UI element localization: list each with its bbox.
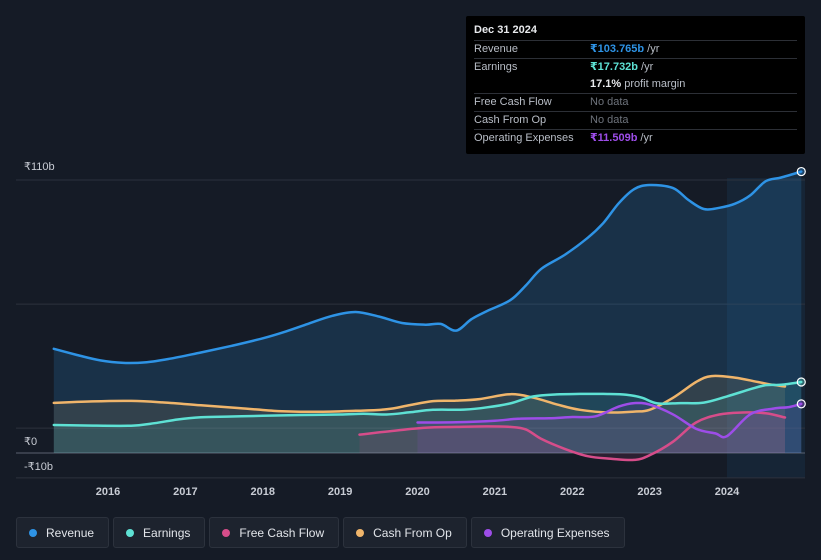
revenue-end-marker <box>796 166 806 177</box>
y-tick-label-bottom: -₹10b <box>24 461 53 473</box>
cash-from-op-area <box>53 375 786 453</box>
tooltip-label: Operating Expenses <box>474 132 574 144</box>
legend-label: Free Cash Flow <box>239 525 325 540</box>
legend-label: Earnings <box>143 525 191 540</box>
series-lines <box>52 170 803 462</box>
tooltip-row-earnings: Earnings ₹17.732b /yr <box>474 58 797 76</box>
cash-from-op-line <box>52 374 787 414</box>
tooltip-label <box>474 76 590 93</box>
legend-label: Cash From Op <box>373 525 452 540</box>
x-tick-label: 2024 <box>715 486 740 498</box>
legend-label: Revenue <box>46 525 95 540</box>
y-tick-label-top: ₹110b <box>24 161 55 173</box>
tooltip-date: Dec 31 2024 <box>474 24 537 36</box>
tooltip-unit: /yr <box>647 43 660 55</box>
legend-dot-icon <box>483 528 492 537</box>
x-axis-ticks: 2016 2017 2018 2019 2020 2021 2022 2023 … <box>96 486 740 498</box>
data-tooltip: Dec 31 2024 Revenue ₹103.765b /yr Earnin… <box>466 16 805 154</box>
tooltip-label: Cash From Op <box>474 114 547 126</box>
legend-item-operating-expenses[interactable]: Operating Expenses <box>470 517 625 548</box>
x-tick-label: 2022 <box>560 486 584 498</box>
legend-dot-icon <box>126 528 135 537</box>
tooltip-unit: /yr <box>641 61 654 73</box>
tooltip-unit: profit margin <box>624 78 686 90</box>
tooltip-value: ₹103.765b <box>590 43 645 55</box>
tooltip-value: No data <box>590 114 629 126</box>
tooltip-value: ₹11.509b <box>590 132 638 144</box>
legend-label: Operating Expenses <box>500 525 610 540</box>
tooltip-row-free-cash-flow: Free Cash Flow No data <box>474 93 797 111</box>
tooltip-row-operating-expenses: Operating Expenses ₹11.509b /yr <box>474 129 797 147</box>
y-tick-label-zero: ₹0 <box>24 436 37 448</box>
revenue-area <box>53 171 802 453</box>
legend-dot-icon <box>222 528 231 537</box>
earnings-area <box>53 382 802 453</box>
operating-expenses-end-marker <box>796 399 806 409</box>
free-cash-flow-line <box>358 411 787 462</box>
tooltip-value: 17.1% <box>590 78 622 90</box>
legend-item-revenue[interactable]: Revenue <box>16 517 110 548</box>
tooltip-row-revenue: Revenue ₹103.765b /yr <box>474 40 797 58</box>
legend-item-earnings[interactable]: Earnings <box>113 517 206 548</box>
revenue-line <box>52 170 803 365</box>
x-tick-label: 2017 <box>173 486 197 498</box>
legend-item-free-cash-flow[interactable]: Free Cash Flow <box>209 517 340 548</box>
legend-item-cash-from-op[interactable]: Cash From Op <box>343 517 467 548</box>
earnings-line <box>52 380 803 428</box>
operating-expenses-line <box>416 401 803 439</box>
free-cash-flow-area <box>359 412 785 461</box>
tooltip-label: Revenue <box>474 43 519 55</box>
legend-dot-icon <box>356 528 365 537</box>
x-tick-label: 2023 <box>637 486 661 498</box>
series-end-markers <box>796 166 806 409</box>
operating-expenses-area <box>417 402 802 453</box>
x-tick-label: 2019 <box>328 486 352 498</box>
series-areas <box>53 171 802 461</box>
x-tick-label: 2016 <box>96 486 120 498</box>
tooltip-label: Earnings <box>474 61 518 73</box>
earnings-end-marker <box>796 377 806 387</box>
legend-dot-icon <box>29 528 37 537</box>
x-tick-label: 2020 <box>405 486 429 498</box>
tooltip-unit: /yr <box>640 132 653 144</box>
tooltip-value: ₹17.732b <box>590 61 639 73</box>
tooltip-label: Free Cash Flow <box>474 96 552 108</box>
tooltip-row-profit-margin: 17.1% profit margin <box>474 76 797 93</box>
chart-legend: Revenue Earnings Free Cash Flow Cash Fro… <box>16 517 629 548</box>
x-tick-label: 2018 <box>251 486 275 498</box>
tooltip-row-cash-from-op: Cash From Op No data <box>474 111 797 129</box>
tooltip-value: No data <box>590 96 629 108</box>
x-tick-label: 2021 <box>483 486 507 498</box>
